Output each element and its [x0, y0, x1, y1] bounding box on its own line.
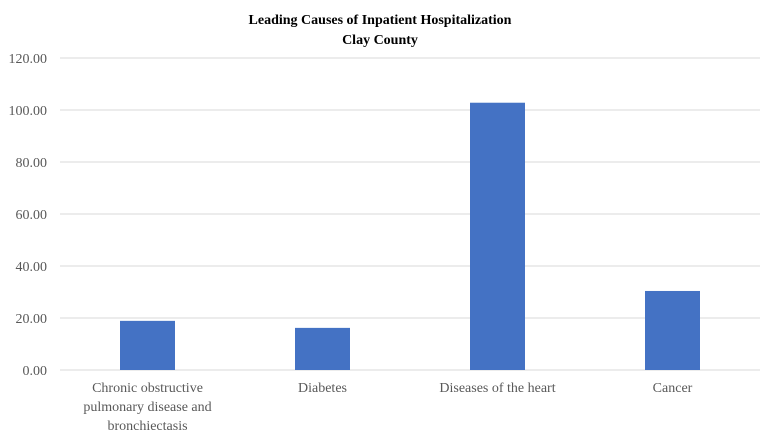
bar: [470, 102, 525, 370]
x-tick-label: bronchiectasis: [107, 419, 187, 434]
bar: [120, 320, 175, 370]
x-tick-label: Cancer: [653, 381, 693, 396]
x-tick-label: Chronic obstructive: [92, 381, 203, 396]
chart-title: Leading Causes of Inpatient Hospitalizat…: [249, 13, 512, 28]
bar: [295, 327, 350, 370]
y-tick-label: 20.00: [16, 312, 48, 327]
x-tick-label: Diabetes: [298, 381, 347, 396]
x-tick-label: pulmonary disease and: [83, 400, 211, 415]
chart-subtitle: Clay County: [342, 33, 418, 48]
y-tick-label: 80.00: [16, 156, 48, 171]
y-tick-label: 0.00: [23, 364, 48, 379]
y-tick-label: 120.00: [9, 52, 48, 67]
y-tick-label: 60.00: [16, 208, 48, 223]
x-tick-label: Diseases of the heart: [439, 381, 555, 396]
y-tick-label: 100.00: [9, 104, 48, 119]
y-tick-label: 40.00: [16, 260, 48, 275]
bar: [645, 290, 700, 370]
